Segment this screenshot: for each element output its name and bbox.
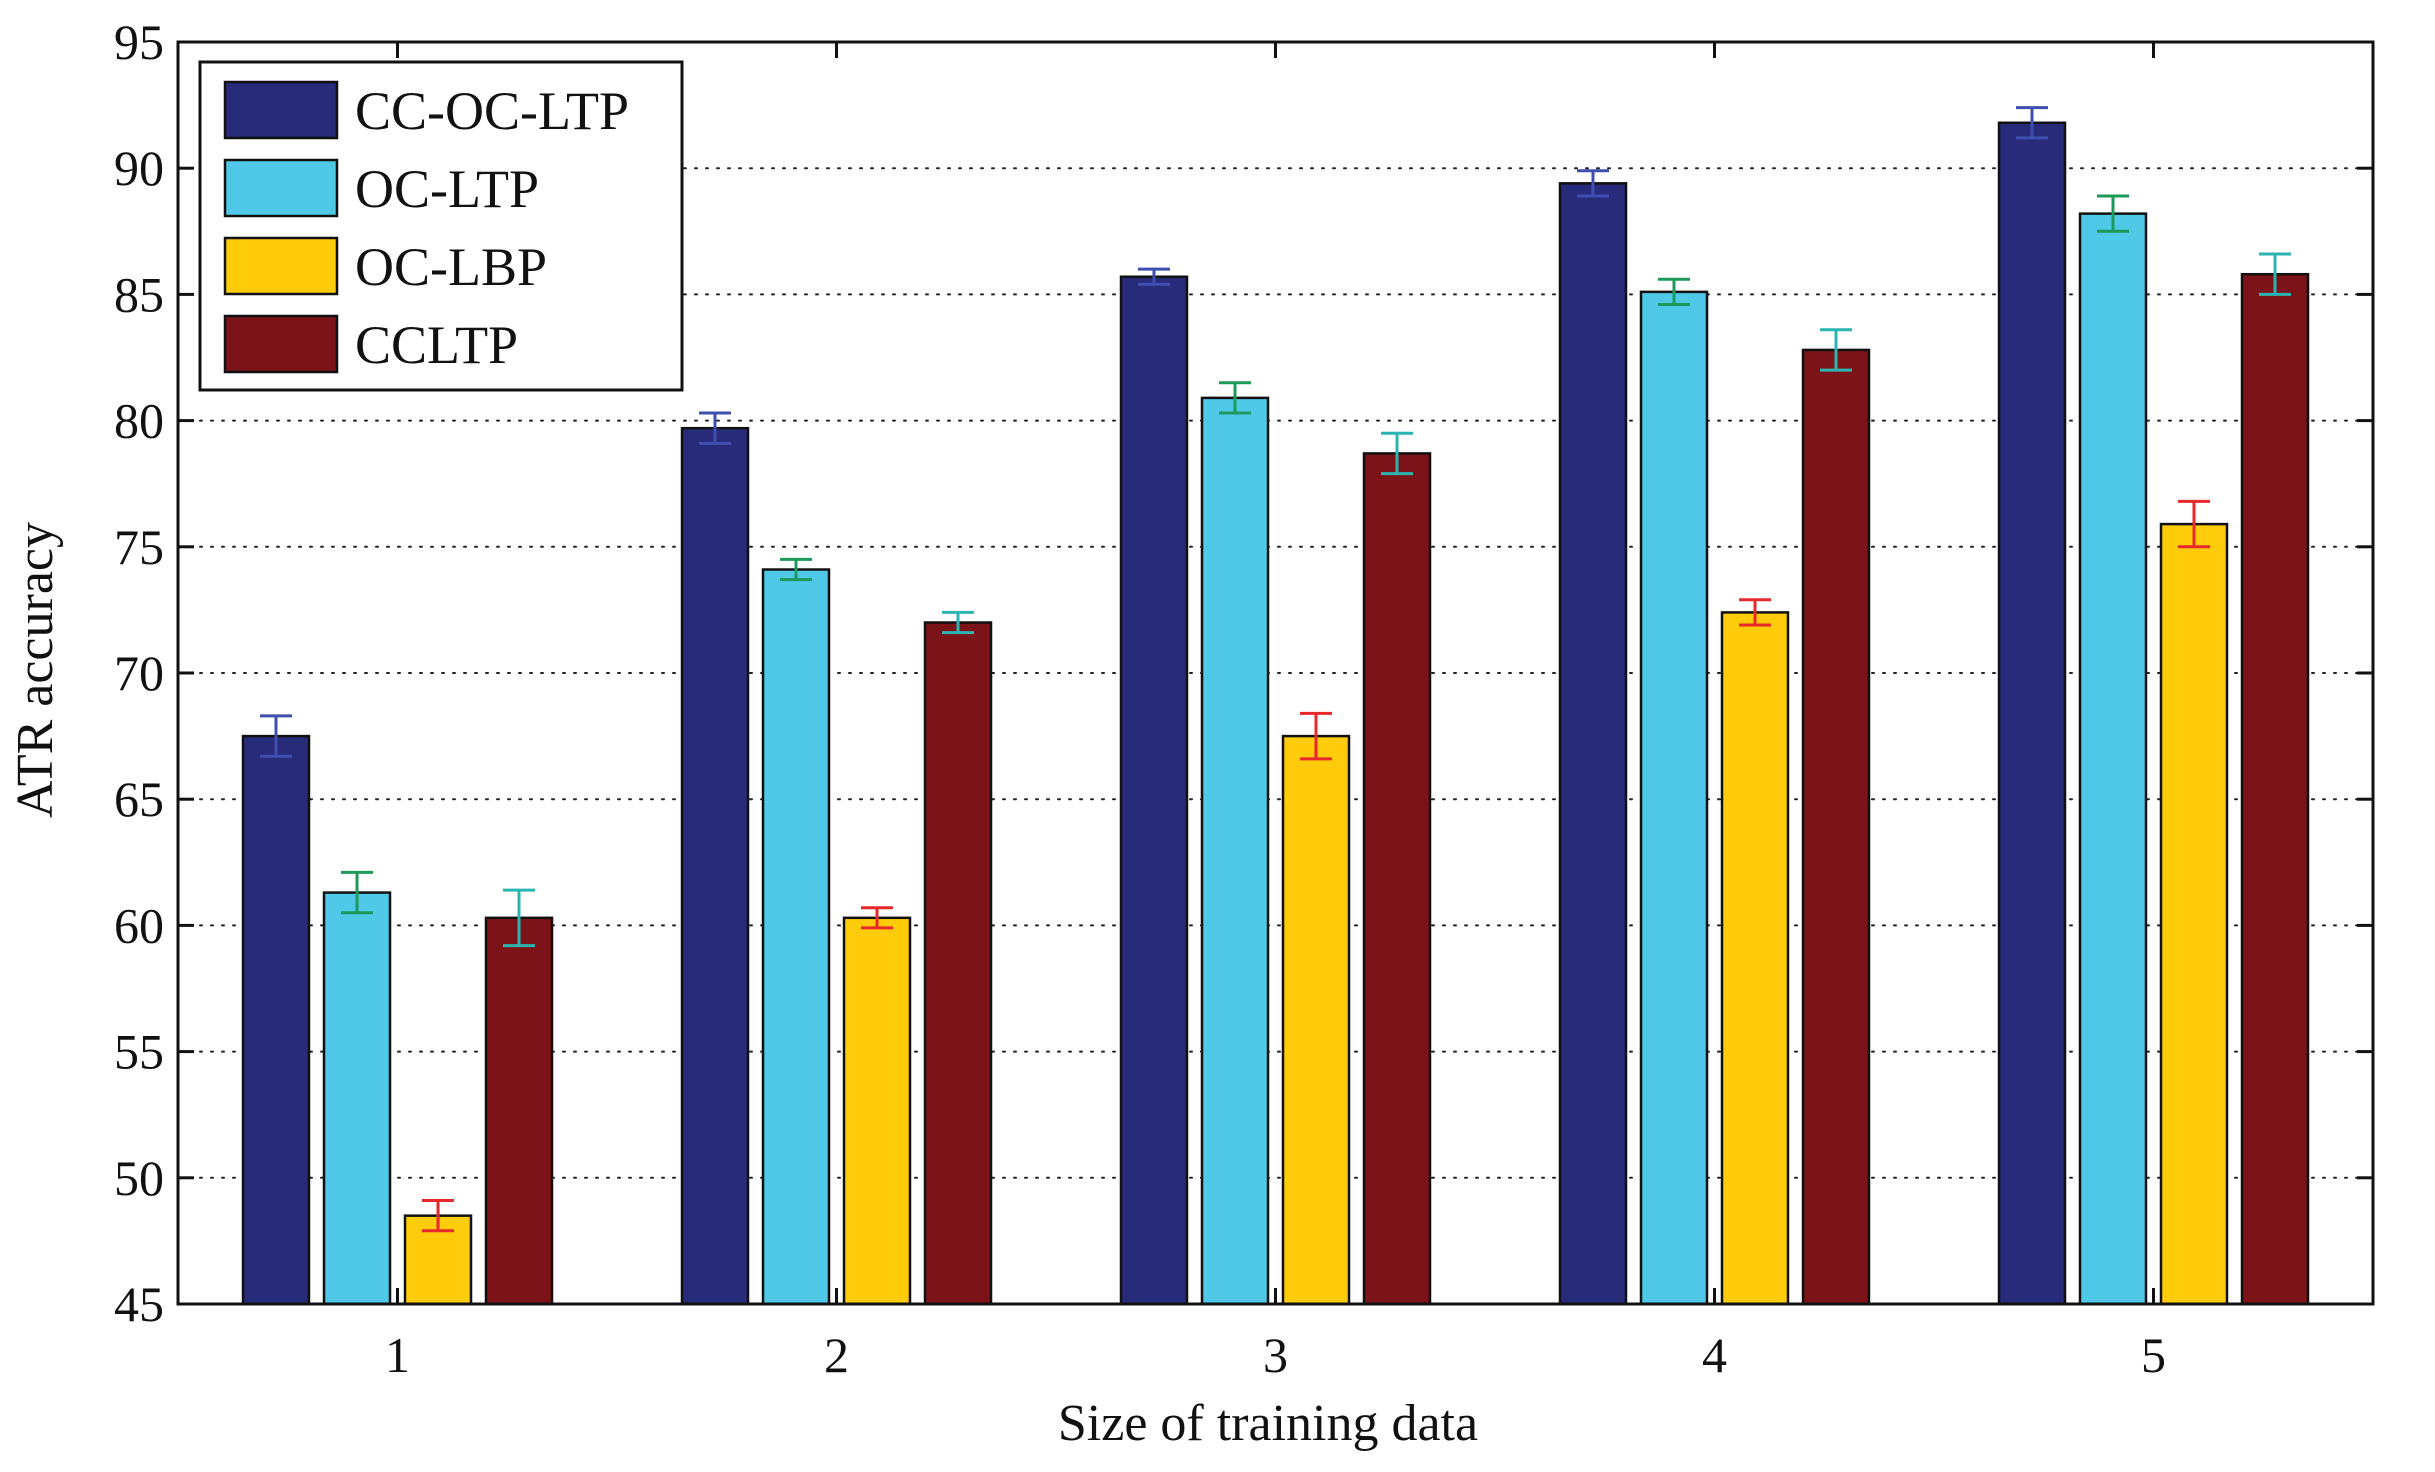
axes	[176, 40, 2375, 1306]
y-tick-label: 45	[114, 1276, 164, 1332]
legend-label: CCLTP	[355, 315, 518, 375]
bar-oc-ltp-2	[761, 568, 831, 1306]
error-bar-oc-lbp-4	[1739, 598, 1771, 627]
bar-oc-lbp-3	[1281, 734, 1351, 1306]
bar-oc-lbp-5	[2159, 522, 2229, 1306]
legend-swatch	[223, 314, 339, 374]
legend-swatch	[223, 158, 339, 218]
legend-swatch	[223, 80, 339, 140]
error-bar-cc-oc-ltp-4	[1577, 169, 1609, 198]
bar-ccltp-5	[2240, 272, 2310, 1306]
error-bar-ccltp-2	[942, 610, 974, 635]
legend-item-oc-ltp: OC-LTP	[223, 158, 539, 219]
error-bar-oc-lbp-3	[1300, 711, 1332, 761]
bar-cc-oc-ltp-2	[680, 426, 750, 1306]
error-bar-ccltp-4	[1820, 328, 1852, 372]
error-bar-oc-ltp-5	[2097, 194, 2129, 233]
x-tick-label: 5	[2141, 1327, 2166, 1383]
legend-label: OC-LBP	[355, 237, 547, 297]
legend-label: CC-OC-LTP	[355, 81, 629, 141]
error-bar-cc-oc-ltp-5	[2016, 106, 2048, 140]
error-bar-oc-ltp-4	[1658, 277, 1690, 306]
error-bar-oc-lbp-2	[861, 906, 893, 930]
x-tick-label: 2	[824, 1327, 849, 1383]
y-tick-label: 65	[114, 771, 164, 827]
bar-oc-lbp-2	[842, 916, 912, 1306]
y-tick-label: 60	[114, 897, 164, 953]
x-tick-labels: 1 2 3 4 5	[385, 1327, 2166, 1383]
bar-oc-ltp-4	[1639, 290, 1709, 1306]
legend-item-oc-lbp: OC-LBP	[223, 236, 547, 297]
x-tick-label: 1	[385, 1327, 410, 1383]
y-tick-label: 90	[114, 140, 164, 196]
error-bar-cc-oc-ltp-2	[699, 411, 731, 445]
legend: CC-OC-LTP OC-LTP OC-LBP CCLTP	[198, 60, 684, 392]
y-tick-label: 75	[114, 519, 164, 575]
bar-oc-ltp-5	[2078, 212, 2148, 1306]
error-bar-oc-lbp-5	[2178, 499, 2210, 549]
legend-label: OC-LTP	[355, 159, 539, 219]
error-bar-ccltp-1	[503, 888, 535, 948]
y-tick-label: 95	[114, 14, 164, 70]
y-axis-label: ATR accuracy	[7, 522, 64, 818]
legend-swatch	[223, 236, 339, 296]
bar-ccltp-3	[1362, 452, 1432, 1306]
error-bar-oc-ltp-2	[780, 557, 812, 582]
error-bar-ccltp-3	[1381, 431, 1413, 476]
x-axis-label: Size of training data	[1058, 1395, 1478, 1452]
y-tick-labels: 45 50 55 60 65 70 75 80 85 90 95	[114, 14, 164, 1332]
y-tick-label: 55	[114, 1024, 164, 1080]
error-bar-oc-ltp-3	[1219, 381, 1251, 415]
y-tick-label: 70	[114, 645, 164, 701]
bar-ccltp-4	[1801, 348, 1871, 1306]
bar-oc-ltp-1	[322, 891, 392, 1306]
bar-ccltp-1	[484, 916, 554, 1306]
error-bar-oc-lbp-1	[422, 1199, 454, 1233]
y-tick-label: 50	[114, 1150, 164, 1206]
legend-item-ccltp: CCLTP	[223, 314, 518, 375]
bar-cc-oc-ltp-1	[241, 734, 311, 1306]
error-bar-oc-ltp-1	[341, 870, 373, 915]
y-tick-label: 85	[114, 266, 164, 322]
bar-cc-oc-ltp-4	[1558, 182, 1628, 1306]
error-bars	[260, 106, 2291, 1233]
bar-ccltp-2	[923, 621, 993, 1306]
bar-cc-oc-ltp-5	[1997, 121, 2067, 1306]
legend-item-cc-oc-ltp: CC-OC-LTP	[223, 80, 629, 141]
x-tick-label: 4	[1702, 1327, 1727, 1383]
x-tick-label: 3	[1263, 1327, 1288, 1383]
y-tick-label: 80	[114, 393, 164, 449]
bar-oc-ltp-3	[1200, 396, 1270, 1306]
error-bar-ccltp-5	[2259, 252, 2291, 296]
bar-cc-oc-ltp-3	[1119, 275, 1189, 1306]
error-bar-cc-oc-ltp-1	[260, 714, 292, 758]
bar-oc-lbp-4	[1720, 611, 1790, 1306]
error-bar-cc-oc-ltp-3	[1138, 267, 1170, 286]
